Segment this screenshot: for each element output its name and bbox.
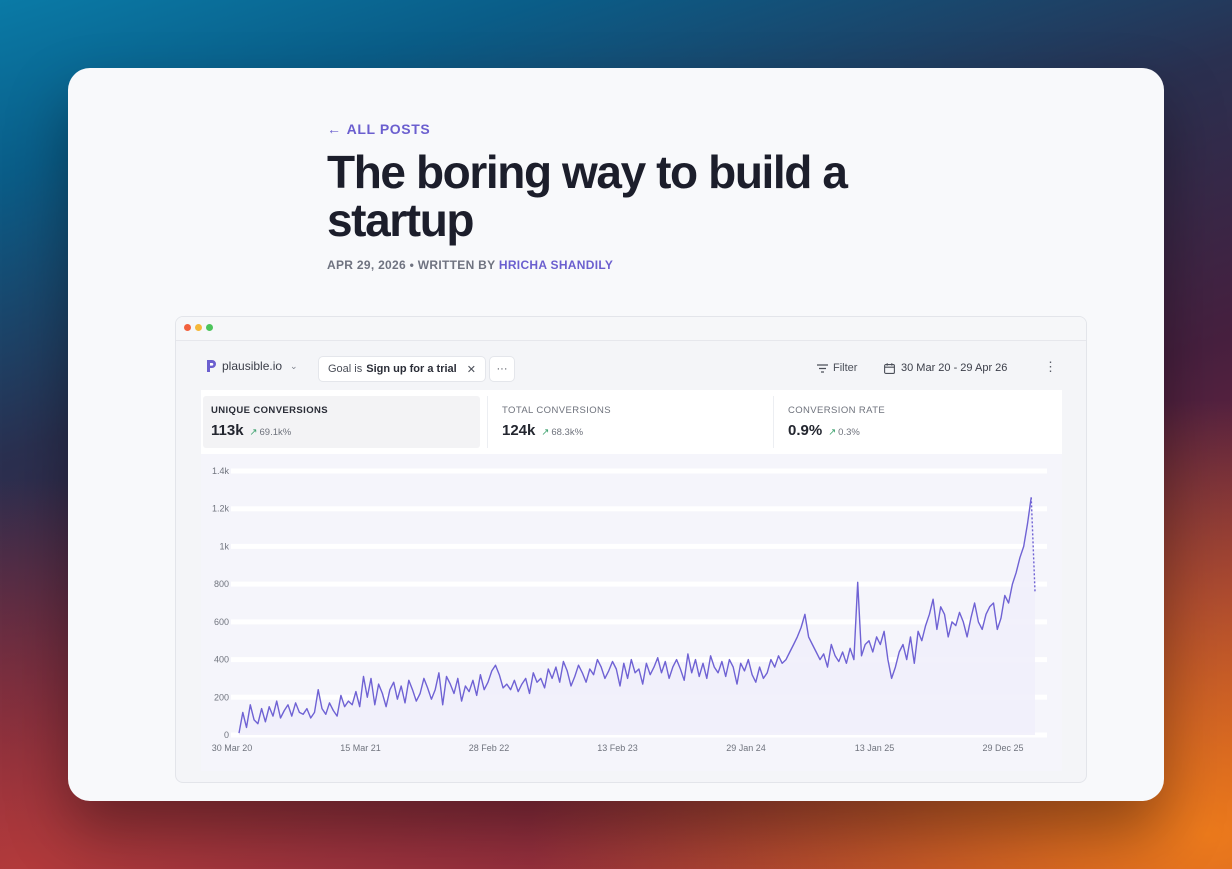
x-tick-label: 29 Dec 25: [982, 743, 1023, 753]
goal-filter-chip[interactable]: Goal is Sign up for a trial ✕: [318, 356, 486, 382]
more-filters-button[interactable]: ···: [489, 356, 515, 382]
filter-icon: [817, 363, 828, 373]
all-posts-label: ALL POSTS: [346, 121, 431, 137]
goal-filter-value: Sign up for a trial: [366, 363, 457, 375]
stats-panel: UNIQUE CONVERSIONS 113k ↗ 69.1k% TOTAL CO…: [201, 390, 1062, 771]
calendar-icon: [884, 362, 895, 374]
all-posts-link[interactable]: ← ALL POSTS: [327, 121, 430, 137]
metric-value: 124k: [502, 422, 536, 439]
site-picker[interactable]: plausible.io ⌄: [206, 359, 298, 373]
window-close-icon[interactable]: [184, 324, 191, 331]
remove-filter-icon[interactable]: ✕: [466, 363, 476, 376]
site-name: plausible.io: [222, 359, 283, 373]
metric-total-conversions[interactable]: TOTAL CONVERSIONS 124k ↗ 68.3k%: [487, 396, 773, 448]
y-tick-label: 200: [214, 692, 229, 702]
trend-up-icon: ↗: [249, 427, 258, 438]
plausible-logo-icon: [207, 360, 216, 372]
post-date: APR 29, 2026: [327, 258, 406, 272]
chevron-down-icon: ⌄: [290, 360, 298, 371]
window-maximize-icon[interactable]: [206, 324, 213, 331]
x-tick-label: 13 Jan 25: [855, 743, 895, 753]
metric-label: CONVERSION RATE: [788, 405, 886, 416]
series-line: [238, 497, 1032, 734]
date-range-picker[interactable]: 30 Mar 20 - 29 Apr 26: [884, 362, 1007, 374]
back-arrow-icon: ←: [327, 121, 342, 137]
x-tick-label: 13 Feb 23: [597, 743, 638, 753]
dashboard-toolbar: plausible.io ⌄ Goal is Sign up for a tri…: [176, 353, 1086, 383]
metric-change: ↗ 68.3k%: [541, 427, 583, 438]
trend-up-icon: ↗: [828, 427, 837, 438]
filter-button[interactable]: Filter: [817, 362, 857, 374]
window-minimize-icon[interactable]: [195, 324, 202, 331]
x-tick-label: 29 Jan 24: [726, 743, 766, 753]
metric-change-value: 69.1k%: [259, 427, 292, 438]
series-area: [239, 497, 1035, 735]
y-tick-label: 800: [214, 579, 229, 589]
window-titlebar: [176, 317, 1086, 341]
x-tick-label: 15 Mar 21: [340, 743, 381, 753]
y-tick-label: 0: [224, 730, 229, 740]
metric-value: 0.9%: [788, 422, 823, 439]
metric-change-value: 0.3%: [838, 427, 860, 438]
conversions-chart[interactable]: 0 200 400 600 800 1k 1.2k 1.4k 30 Mar 20 15 Mar 2…: [201, 454, 1062, 771]
x-tick-label: 30 Mar 20: [212, 743, 253, 753]
post-title: The boring way to build a startup: [327, 146, 848, 246]
meta-separator: •: [409, 258, 415, 272]
browser-window: plausible.io ⌄ Goal is Sign up for a tri…: [175, 316, 1087, 783]
metric-label: UNIQUE CONVERSIONS: [211, 405, 328, 416]
metric-unique-conversions[interactable]: UNIQUE CONVERSIONS 113k ↗ 69.1k%: [203, 396, 480, 448]
trend-up-icon: ↗: [541, 427, 550, 438]
metric-change-value: 68.3k%: [551, 427, 584, 438]
metric-change: ↗ 69.1k%: [250, 427, 292, 438]
metric-value: 113k: [211, 422, 244, 439]
kebab-menu-icon[interactable]: ⋮: [1044, 359, 1057, 374]
chart-svg: 0 200 400 600 800 1k 1.2k 1.4k 30 Mar 20 15 Mar 2…: [201, 454, 1062, 771]
goal-filter-prefix: Goal is: [328, 363, 363, 375]
metric-conversion-rate[interactable]: CONVERSION RATE 0.9% ↗ 0.3%: [773, 396, 1061, 448]
x-tick-label: 28 Feb 22: [469, 743, 510, 753]
metric-change: ↗ 0.3%: [828, 427, 860, 438]
post-meta: APR 29, 2026 • WRITTEN BY HRICHA SHANDIL…: [327, 258, 613, 272]
date-range-label: 30 Mar 20 - 29 Apr 26: [901, 362, 1008, 374]
y-tick-label: 400: [214, 655, 229, 665]
author-link[interactable]: HRICHA SHANDILY: [498, 258, 614, 272]
written-by-label: WRITTEN BY: [417, 258, 496, 272]
blog-post-card: ← ALL POSTS The boring way to build a st…: [68, 68, 1164, 801]
y-tick-label: 1.4k: [212, 466, 230, 476]
filter-label: Filter: [833, 362, 858, 374]
y-tick-label: 1.2k: [212, 504, 230, 514]
y-tick-label: 1k: [219, 541, 229, 551]
y-tick-label: 600: [214, 617, 229, 627]
metric-label: TOTAL CONVERSIONS: [502, 405, 612, 416]
more-label: ···: [496, 363, 508, 375]
